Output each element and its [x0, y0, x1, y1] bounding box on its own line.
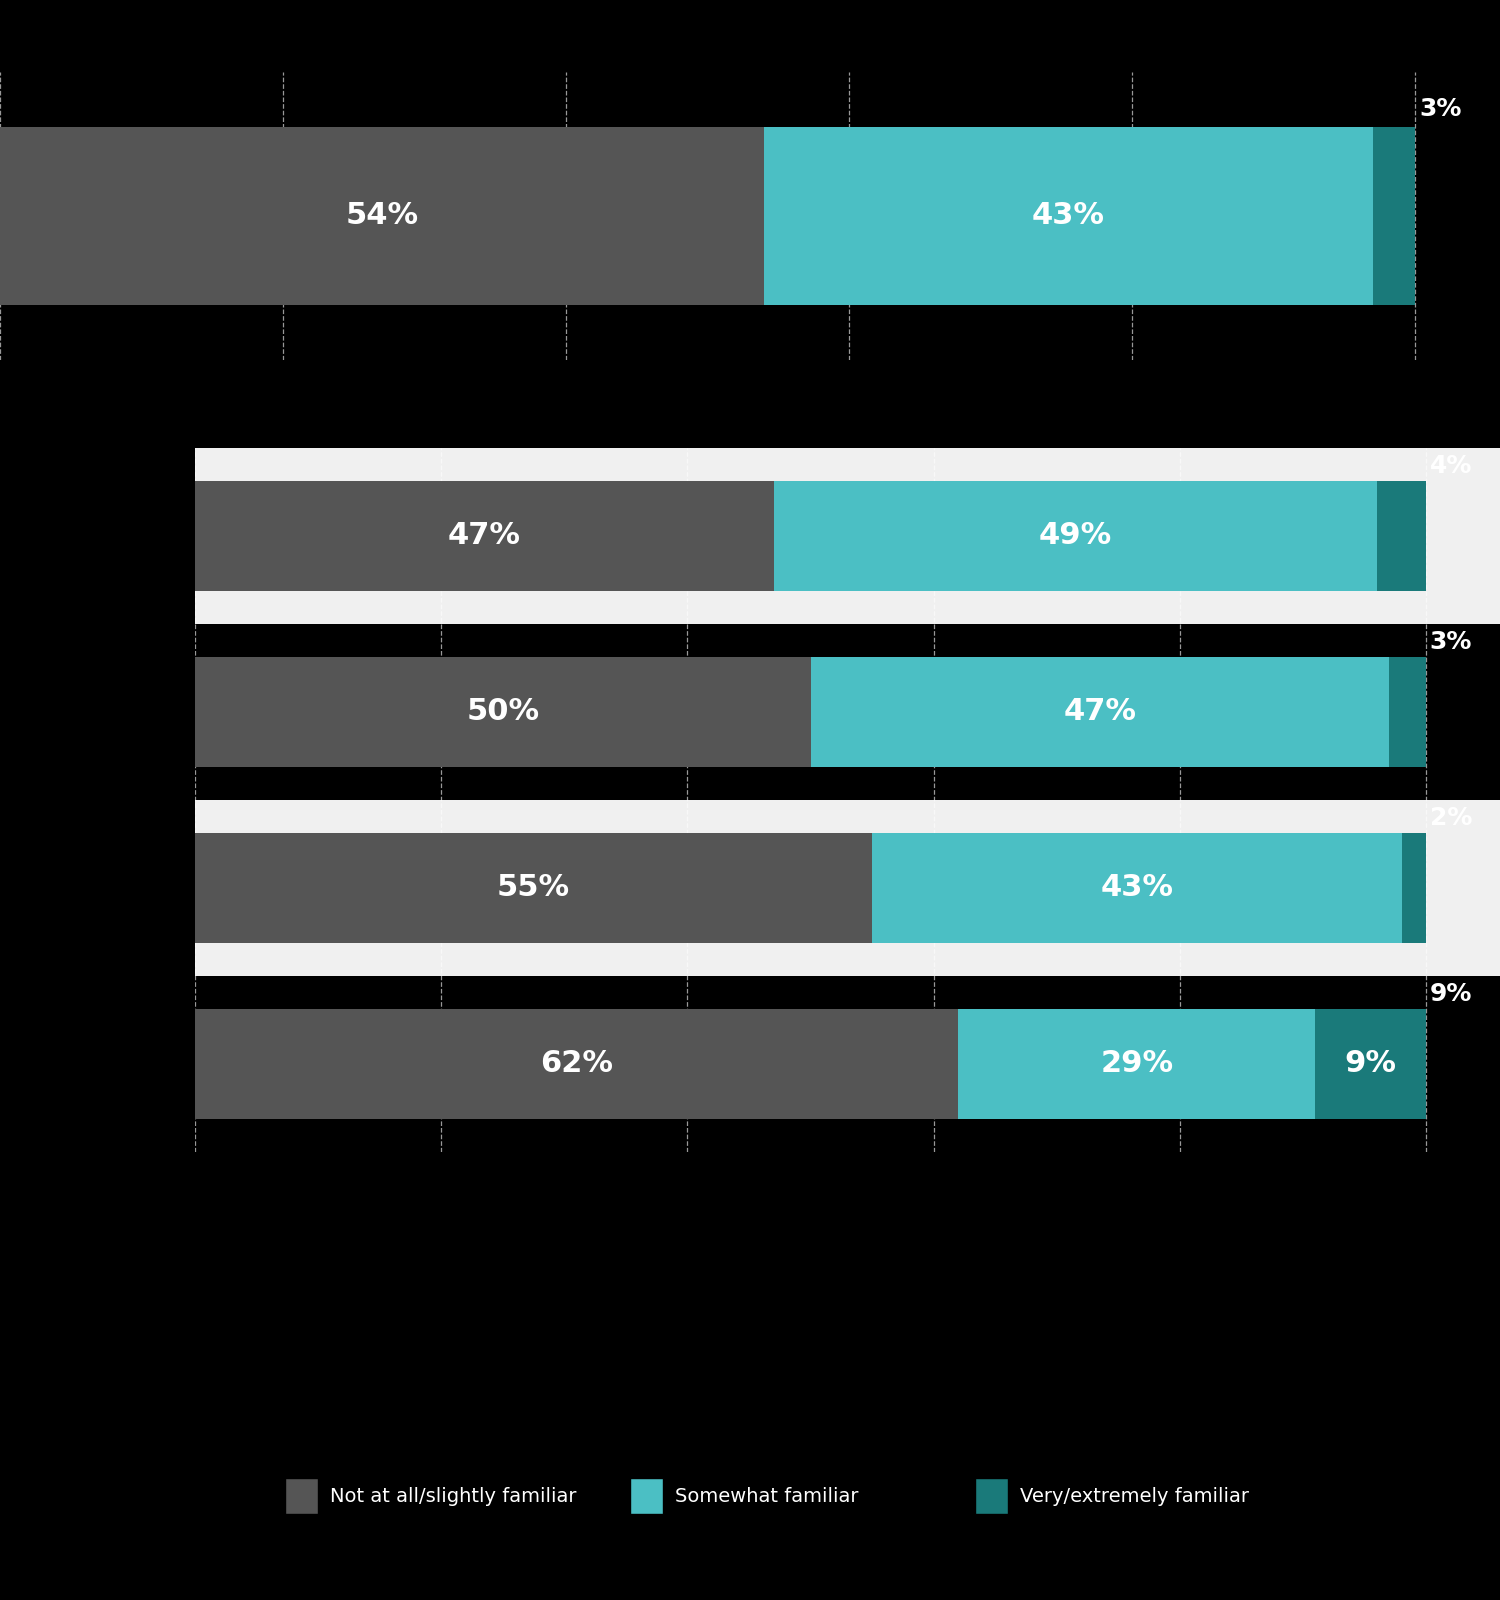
Bar — [1316, 1010, 1426, 1118]
Text: 50%: 50% — [466, 698, 540, 726]
Bar — [195, 624, 1500, 800]
Text: 9%: 9% — [1430, 982, 1472, 1006]
Text: 49%: 49% — [1038, 522, 1112, 550]
Bar — [195, 1010, 958, 1118]
Bar — [958, 1010, 1316, 1118]
Text: 47%: 47% — [448, 522, 520, 550]
Text: 9%: 9% — [1344, 1050, 1396, 1078]
Text: 4%: 4% — [1430, 454, 1472, 478]
Text: 47%: 47% — [1064, 698, 1137, 726]
Text: 3%: 3% — [1419, 98, 1461, 122]
Bar — [0, 126, 764, 306]
Bar — [1389, 658, 1426, 766]
Bar — [195, 482, 774, 590]
Bar — [1401, 834, 1426, 942]
Bar — [195, 658, 810, 766]
Text: 54%: 54% — [345, 202, 418, 230]
Text: Somewhat familiar: Somewhat familiar — [675, 1486, 858, 1506]
Bar — [1372, 126, 1414, 306]
Text: 29%: 29% — [1101, 1050, 1173, 1078]
Bar — [764, 126, 1372, 306]
Bar — [195, 834, 871, 942]
Text: Very/extremely familiar: Very/extremely familiar — [1020, 1486, 1250, 1506]
Bar — [871, 834, 1401, 942]
Text: 3%: 3% — [1430, 630, 1472, 654]
Text: 43%: 43% — [1101, 874, 1173, 902]
Text: 55%: 55% — [496, 874, 570, 902]
Bar — [1377, 482, 1426, 590]
Text: 62%: 62% — [540, 1050, 614, 1078]
Bar — [774, 482, 1377, 590]
Text: 2%: 2% — [1430, 806, 1472, 830]
Text: Not at all/slightly familiar: Not at all/slightly familiar — [330, 1486, 576, 1506]
Bar — [195, 800, 1500, 976]
Bar — [810, 658, 1389, 766]
Bar — [195, 976, 1500, 1152]
Text: 43%: 43% — [1032, 202, 1106, 230]
Bar — [195, 448, 1500, 624]
